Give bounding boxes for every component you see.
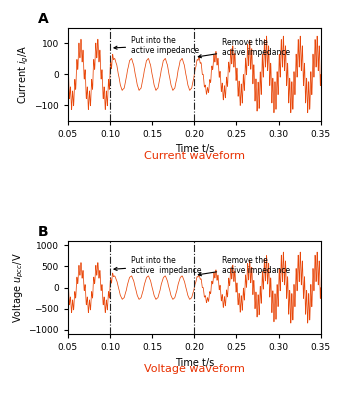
Text: B: B bbox=[38, 225, 48, 239]
Y-axis label: Voltage $u_{pcc}$/V: Voltage $u_{pcc}$/V bbox=[11, 252, 26, 323]
Text: Put into the
active  impedance: Put into the active impedance bbox=[114, 256, 201, 275]
Text: Current waveform: Current waveform bbox=[144, 151, 245, 161]
Y-axis label: Current $i_g$/A: Current $i_g$/A bbox=[17, 45, 31, 104]
X-axis label: Time t/s: Time t/s bbox=[175, 144, 214, 154]
Text: Voltage waveform: Voltage waveform bbox=[144, 364, 245, 374]
Text: Put into the
active impedance: Put into the active impedance bbox=[114, 36, 199, 55]
Text: A: A bbox=[38, 12, 48, 26]
Text: Remove the
active impedance: Remove the active impedance bbox=[198, 38, 290, 58]
X-axis label: Time t/s: Time t/s bbox=[175, 358, 214, 368]
Text: Remove the
active impedance: Remove the active impedance bbox=[198, 256, 290, 276]
